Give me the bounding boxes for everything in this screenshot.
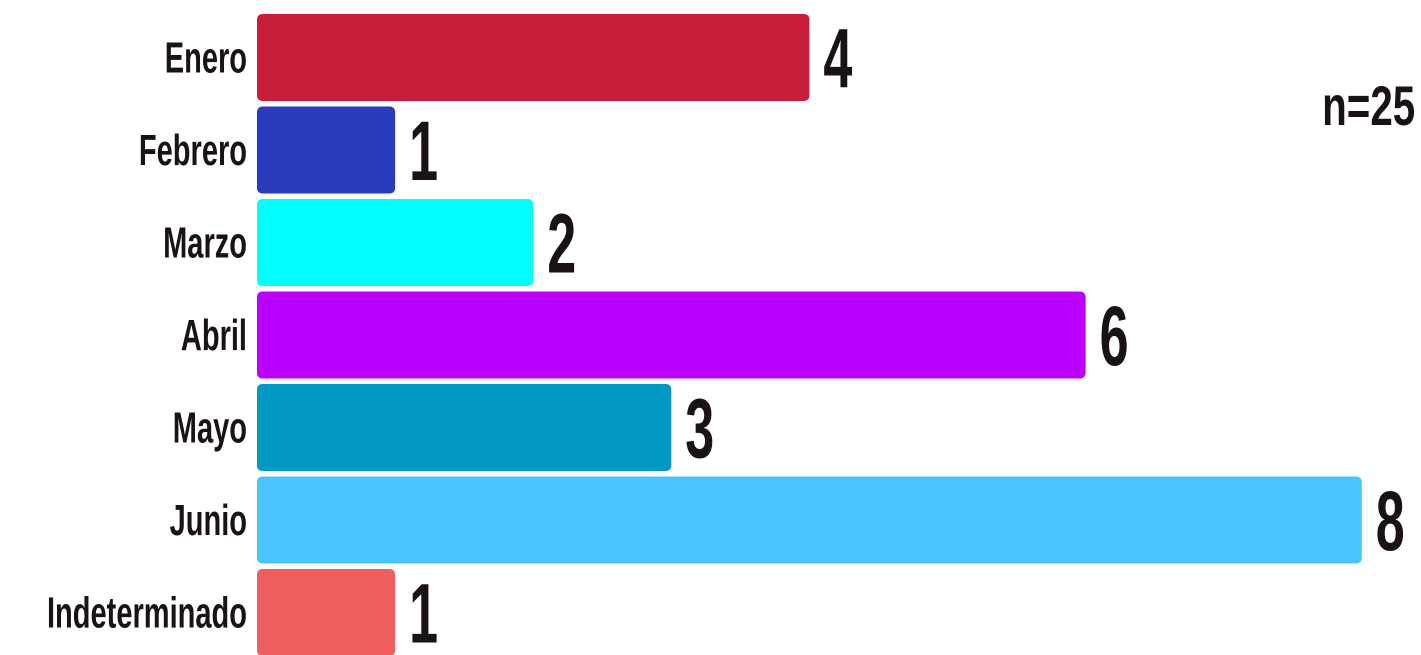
category-label-mayo: Mayo [173,402,247,452]
bar-febrero [257,106,396,194]
value-label-abril: 6 [1100,289,1129,383]
bars-group [257,14,1362,655]
category-label-febrero: Febrero [139,125,247,175]
category-label-junio: Junio [170,495,247,545]
value-label-enero: 4 [823,12,852,106]
category-label-abril: Abril [181,310,247,360]
category-label-indeterminado: Indeterminado [47,587,247,637]
value-label-junio: 8 [1376,474,1405,568]
category-label-enero: Enero [165,32,247,82]
bar-enero [257,14,810,101]
category-label-marzo: Marzo [163,217,247,267]
bar-indeterminado [257,569,396,655]
bar-junio [257,476,1362,564]
value-label-febrero: 1 [409,104,438,198]
category-labels-group: Enero Febrero Marzo Abril Mayo Junio Indetermi… [47,32,247,637]
value-label-mayo: 3 [685,382,714,476]
bar-mayo [257,384,672,471]
value-labels-group: 4 1 2 6 3 8 1 [409,12,1405,655]
bar-marzo [257,199,534,286]
value-label-indeterminado: 1 [409,567,438,655]
bar-abril [257,291,1086,379]
value-label-marzo: 2 [547,197,576,291]
sample-size-annotation: n=25 [1321,74,1415,137]
